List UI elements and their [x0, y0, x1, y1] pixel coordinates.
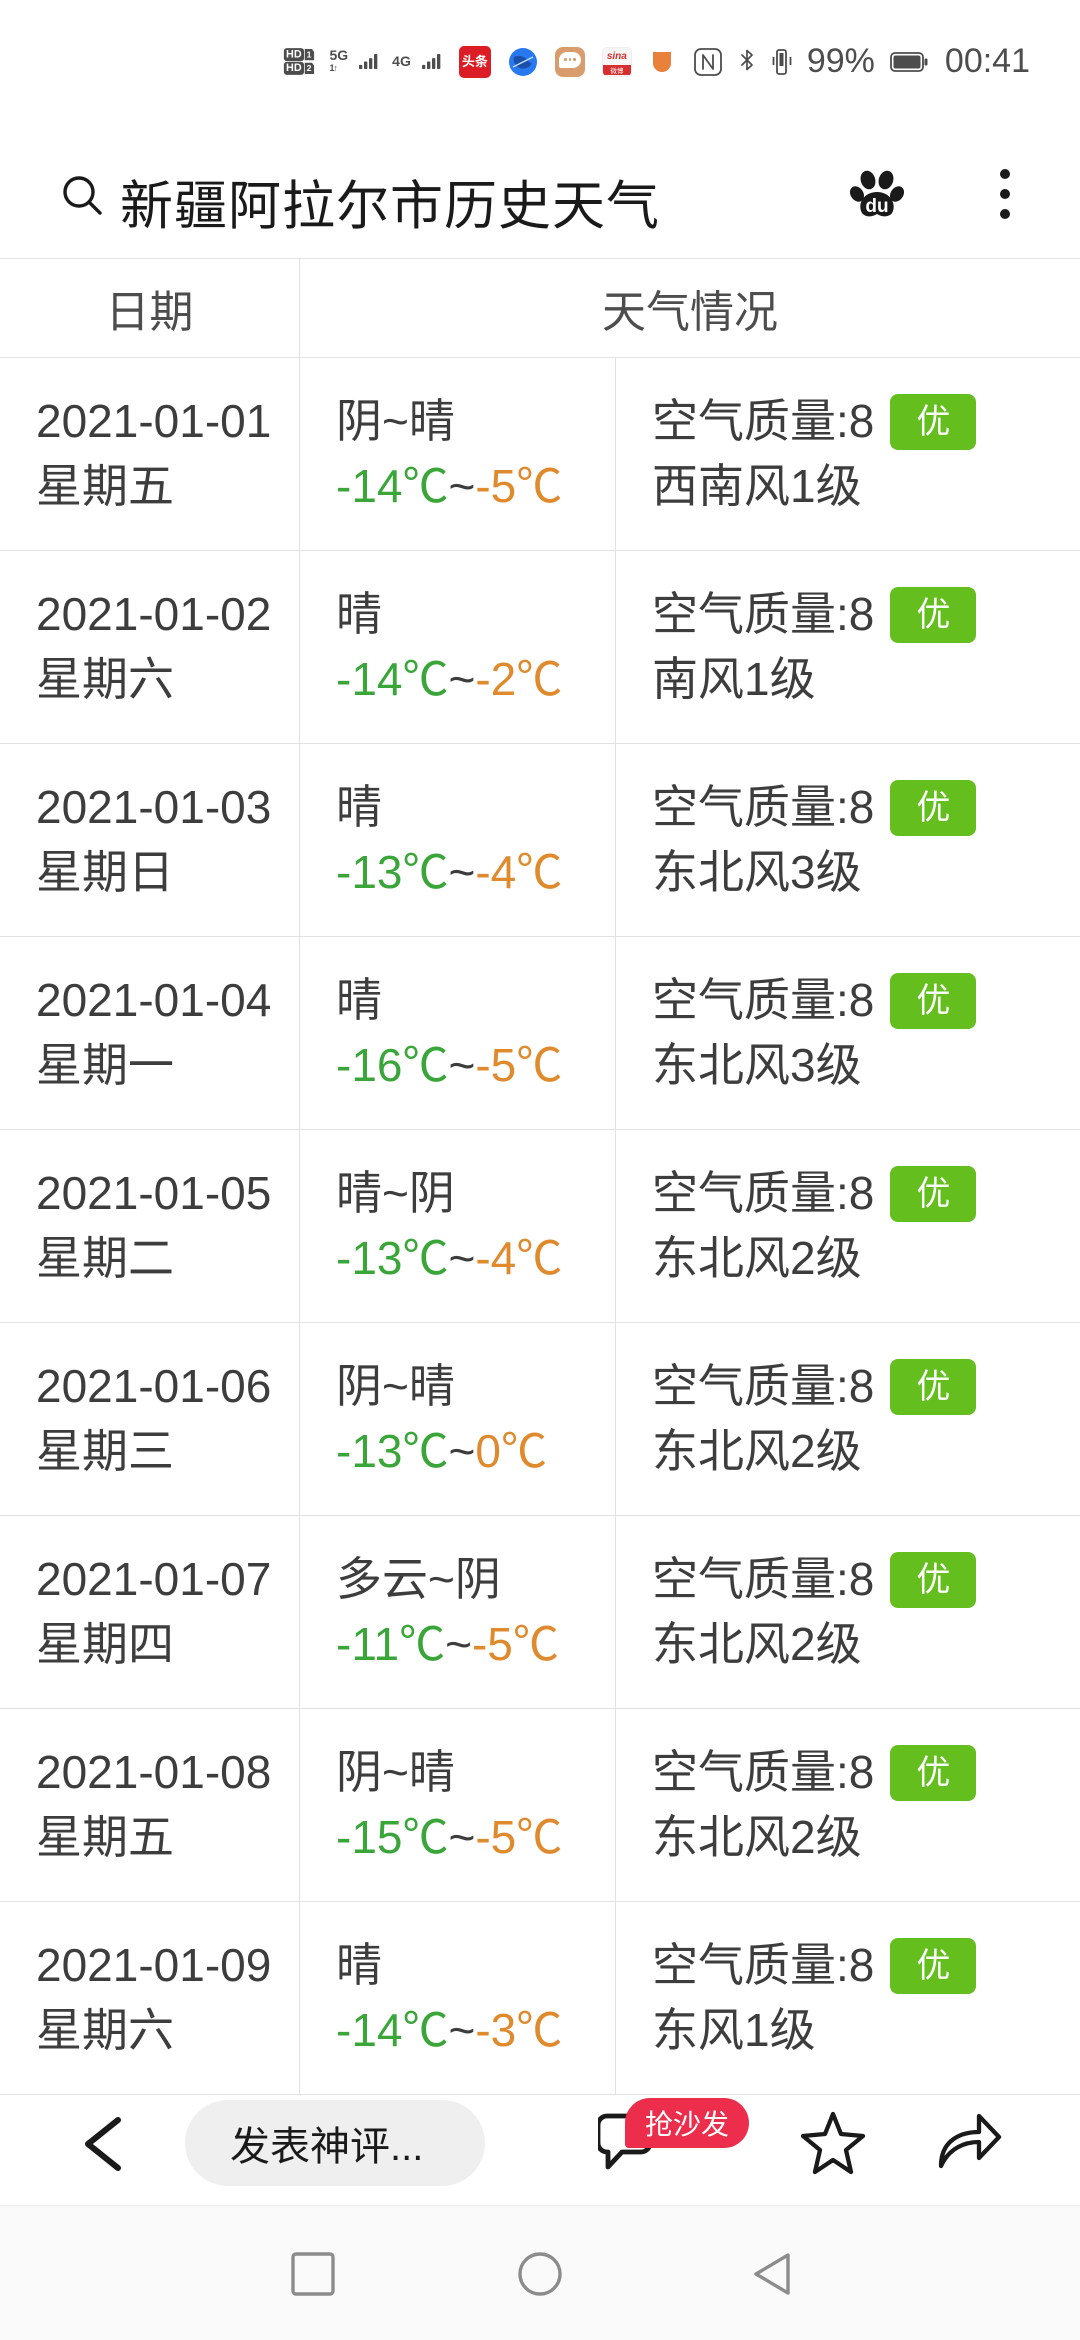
svg-text:du: du	[865, 196, 888, 217]
